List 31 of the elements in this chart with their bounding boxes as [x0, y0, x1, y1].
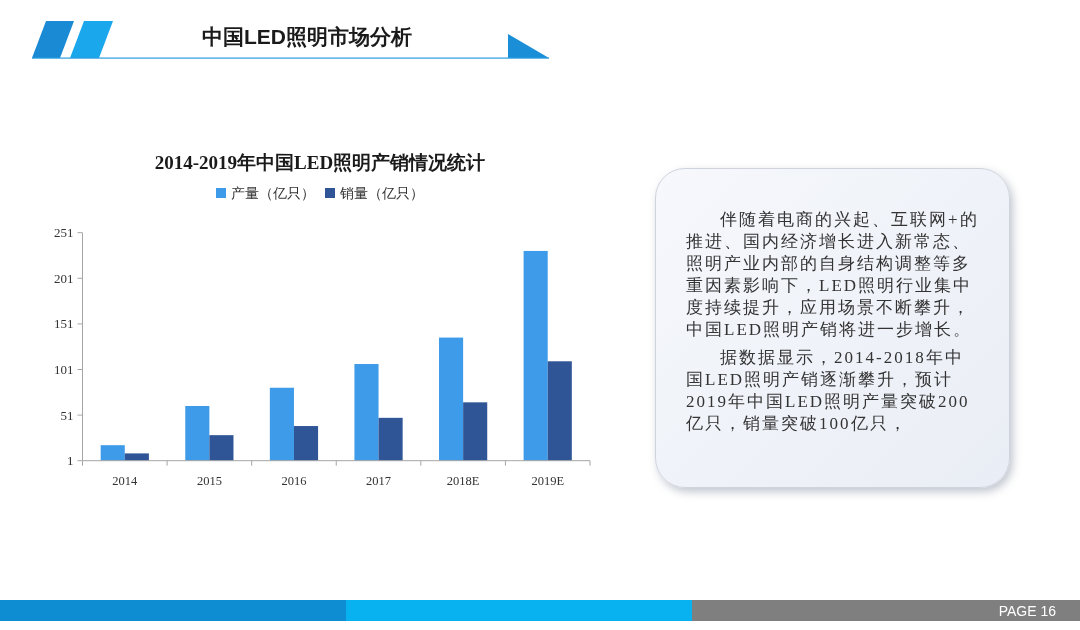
x-tick-label: 2015 — [196, 473, 222, 488]
text: 中国LED照明市场分析 — [202, 25, 412, 49]
text: 据数据显示，2014-2018年中国LED照明产销逐渐攀升，预计2019年中国LED照明产量突破200亿只，销量突破100亿只， — [686, 347, 971, 435]
bar — [547, 361, 572, 461]
bar — [185, 405, 210, 461]
bar — [439, 337, 464, 461]
bar — [523, 250, 548, 461]
bar — [463, 402, 488, 461]
y-tick-label: 51 — [60, 407, 74, 423]
legend-label: 销量（亿只） — [339, 185, 424, 201]
bar — [378, 417, 403, 461]
y-tick-label: 101 — [54, 362, 74, 377]
bar — [209, 435, 234, 461]
x-tick-label: 2018E — [446, 473, 480, 488]
x-tick-label: 2019E — [531, 473, 565, 488]
x-tick-label: 2014 — [112, 473, 139, 488]
legend-label: 产量（亿只） — [231, 185, 315, 201]
bar — [100, 445, 125, 461]
y-tick-label: 151 — [54, 316, 74, 332]
bar — [354, 364, 379, 461]
bar — [293, 426, 319, 461]
x-tick-label: 2017 — [366, 473, 392, 488]
bar — [269, 387, 294, 461]
chart-title: 2014-2019年中国LED照明产销情况统计 — [154, 152, 486, 173]
x-tick-label: 2016 — [281, 473, 307, 488]
y-tick-label: 201 — [54, 270, 74, 286]
bar — [124, 453, 149, 461]
text: PAGE 16 — [998, 603, 1057, 619]
text: 伴随着电商的兴起、互联网+的推进、国内经济增长进入新常态、照明产业内部的自身结构调整等多重因素影响下，LED照明行业集中度持续提升，应用场景不断攀升，中国LED照明产销将进一步增长。 — [686, 209, 979, 341]
y-tick-label: 251 — [54, 225, 74, 241]
y-tick-label: 1 — [67, 453, 74, 469]
